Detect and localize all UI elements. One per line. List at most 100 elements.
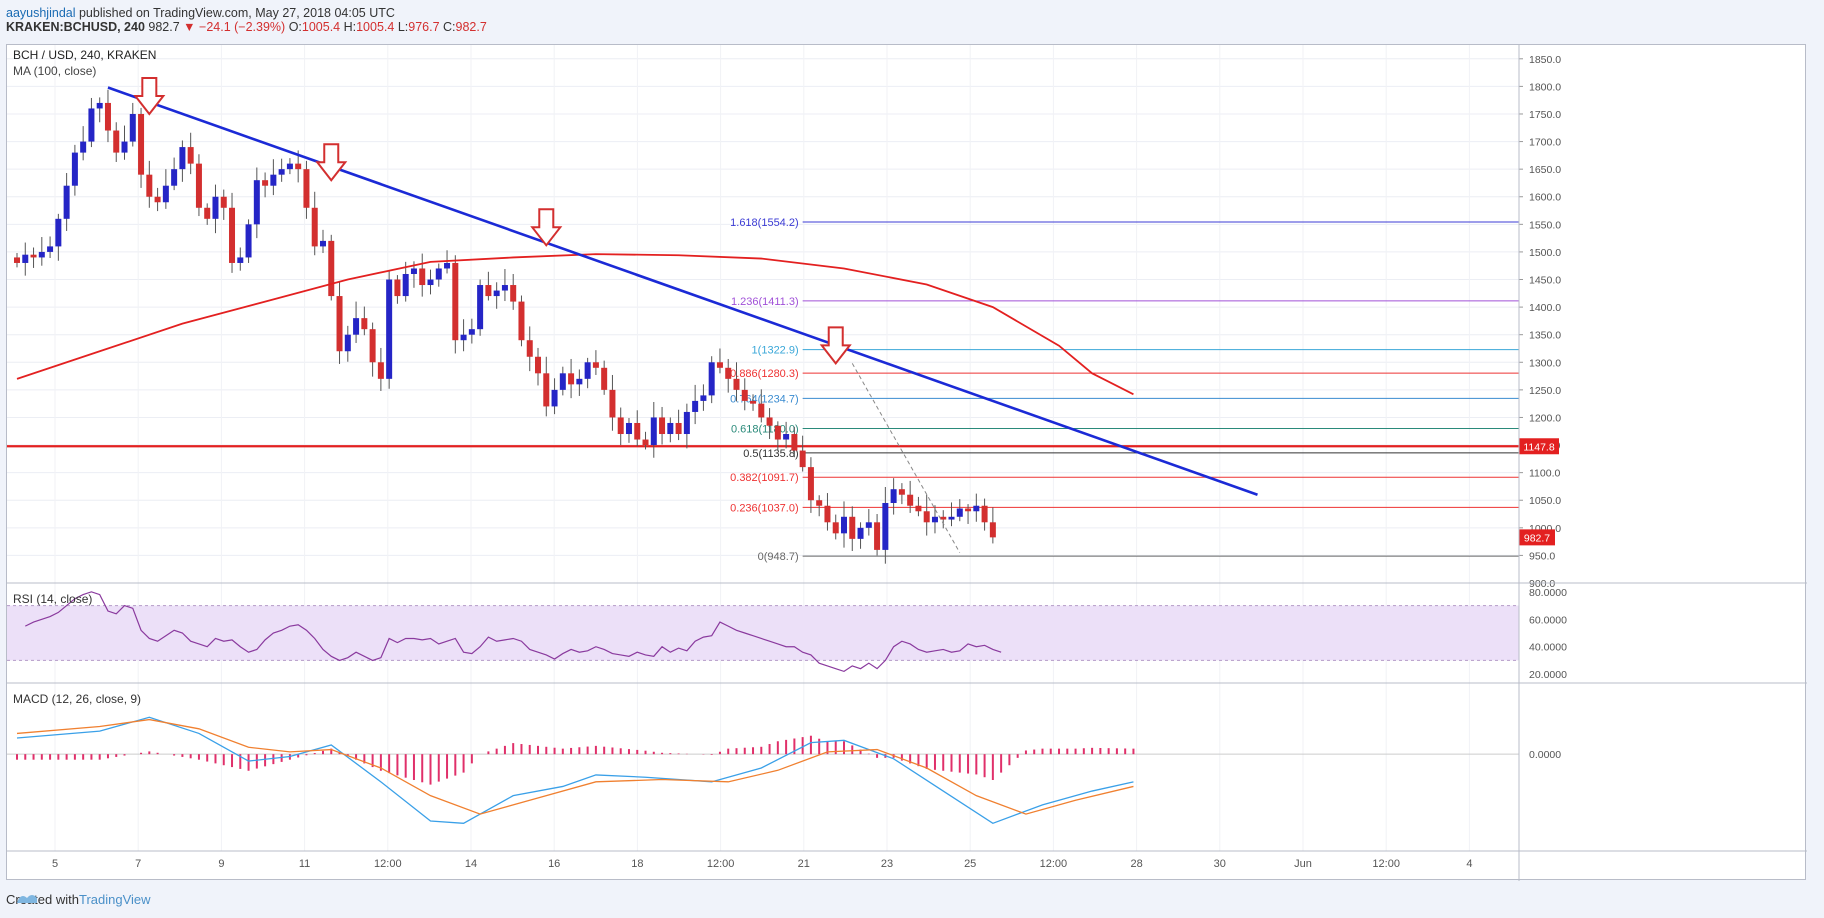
- candle-body: [311, 207, 318, 247]
- candle-body: [402, 273, 409, 297]
- candle-body: [510, 285, 517, 302]
- candle-body: [766, 417, 773, 426]
- chart-title: BCH / USD, 240, KRAKEN: [13, 48, 156, 62]
- candle-body: [824, 505, 831, 523]
- rsi-y-tick-label: 60.0000: [1529, 614, 1567, 626]
- candle-body: [783, 434, 790, 440]
- swing-dashed-line: [851, 363, 961, 553]
- x-tick-label: 14: [465, 858, 477, 870]
- candle-body: [452, 262, 459, 341]
- author-link[interactable]: aayushjindal: [6, 6, 76, 20]
- candle-body: [71, 152, 78, 186]
- candle-body: [286, 163, 293, 170]
- candle-body: [956, 508, 963, 517]
- down-arrow-icon: [819, 326, 852, 366]
- candle-body: [121, 141, 128, 153]
- macd-title: MACD (12, 26, close, 9): [13, 692, 141, 706]
- price-change: −24.1 (−2.39%): [199, 20, 286, 34]
- candle-body: [319, 240, 326, 247]
- candle-body: [162, 185, 169, 203]
- candle-body: [741, 389, 748, 401]
- candle-body: [477, 285, 484, 330]
- candle-body: [832, 522, 839, 534]
- candle-body: [171, 169, 178, 186]
- fib-label: 0(948.7): [758, 551, 799, 563]
- candle-body: [981, 505, 988, 523]
- y-tick-label: 1350.0: [1529, 330, 1561, 342]
- candle-body: [38, 251, 45, 258]
- candle-body: [328, 240, 335, 297]
- candle-body: [526, 340, 533, 357]
- chart-header: aayushjindal published on TradingView.co…: [6, 6, 487, 34]
- low-label: L:: [397, 20, 409, 34]
- open-label: O:: [288, 20, 302, 34]
- candle-body: [683, 411, 690, 435]
- support-level-label: 1147.8: [1523, 441, 1554, 453]
- candle-body: [965, 508, 972, 512]
- candle-body: [700, 395, 707, 401]
- candle-body: [576, 378, 583, 385]
- published-text: published on TradingView.com, May 27, 20…: [75, 6, 395, 20]
- candle-body: [774, 425, 781, 440]
- candle-body: [204, 207, 211, 219]
- x-tick-label: 9: [218, 858, 224, 870]
- candle-body: [493, 290, 500, 297]
- candle-body: [138, 113, 145, 175]
- candle-body: [940, 516, 947, 520]
- candle-body: [270, 174, 277, 186]
- rsi-band: [7, 605, 1519, 661]
- candle-body: [716, 362, 723, 368]
- candle-body: [245, 224, 252, 258]
- candle-body: [733, 378, 740, 390]
- candle-body: [419, 268, 426, 286]
- candle-body: [915, 505, 922, 512]
- candle-body: [568, 373, 575, 385]
- candle-body: [584, 362, 591, 379]
- candle-body: [791, 434, 798, 451]
- candle-body: [807, 467, 814, 501]
- candle-body: [146, 174, 153, 197]
- tradingview-brand[interactable]: TradingView: [78, 892, 151, 907]
- candle-body: [874, 522, 881, 550]
- symbol-label: KRAKEN:BCHUSD, 240: [6, 20, 145, 34]
- ma-indicator-label: MA (100, close): [13, 64, 96, 78]
- candle-body: [543, 373, 550, 407]
- candle-body: [750, 400, 757, 404]
- ma100-line: [16, 253, 1134, 396]
- candle-body: [650, 417, 657, 446]
- candle-body: [14, 257, 20, 263]
- close-label: C:: [443, 20, 456, 34]
- candle-body: [882, 502, 889, 550]
- candle-body: [642, 439, 649, 446]
- y-tick-label: 1050.0: [1529, 495, 1561, 507]
- fib-label: 0.5(1135.8): [743, 448, 798, 460]
- down-arrow-icon: [530, 208, 563, 247]
- candle-body: [948, 516, 955, 520]
- candle-body: [841, 516, 847, 534]
- x-tick-label: 12:00: [707, 858, 735, 870]
- y-tick-label: 1850.0: [1529, 54, 1561, 66]
- candle-body: [535, 356, 542, 374]
- candle-body: [816, 500, 823, 506]
- candle-body: [195, 163, 202, 208]
- candle-body: [154, 196, 161, 203]
- chart-frame[interactable]: 1850.0 1800.0 1750.0 1700.0 1650.0 1600.0 1550…: [6, 44, 1807, 881]
- x-tick-label: Jun: [1294, 858, 1312, 870]
- candle-body: [47, 246, 54, 252]
- candle-body: [708, 362, 715, 396]
- candle-body: [667, 422, 674, 435]
- y-tick-label: 950.0: [1529, 550, 1555, 562]
- candle-body: [485, 285, 492, 297]
- x-tick-label: 11: [299, 858, 310, 870]
- x-tick-label: 16: [548, 858, 560, 870]
- candle-body: [427, 279, 434, 286]
- candle-body: [849, 516, 856, 539]
- candle-body: [262, 180, 269, 186]
- x-tick-label: 28: [1130, 858, 1142, 870]
- x-tick-label: 4: [1466, 858, 1472, 870]
- candle-body: [63, 185, 70, 219]
- chart-canvas[interactable]: 1850.0 1800.0 1750.0 1700.0 1650.0 1600.0 1550…: [7, 45, 1807, 881]
- candle-body: [659, 417, 666, 435]
- low-value: 976.7: [408, 20, 440, 34]
- candle-body: [88, 108, 95, 142]
